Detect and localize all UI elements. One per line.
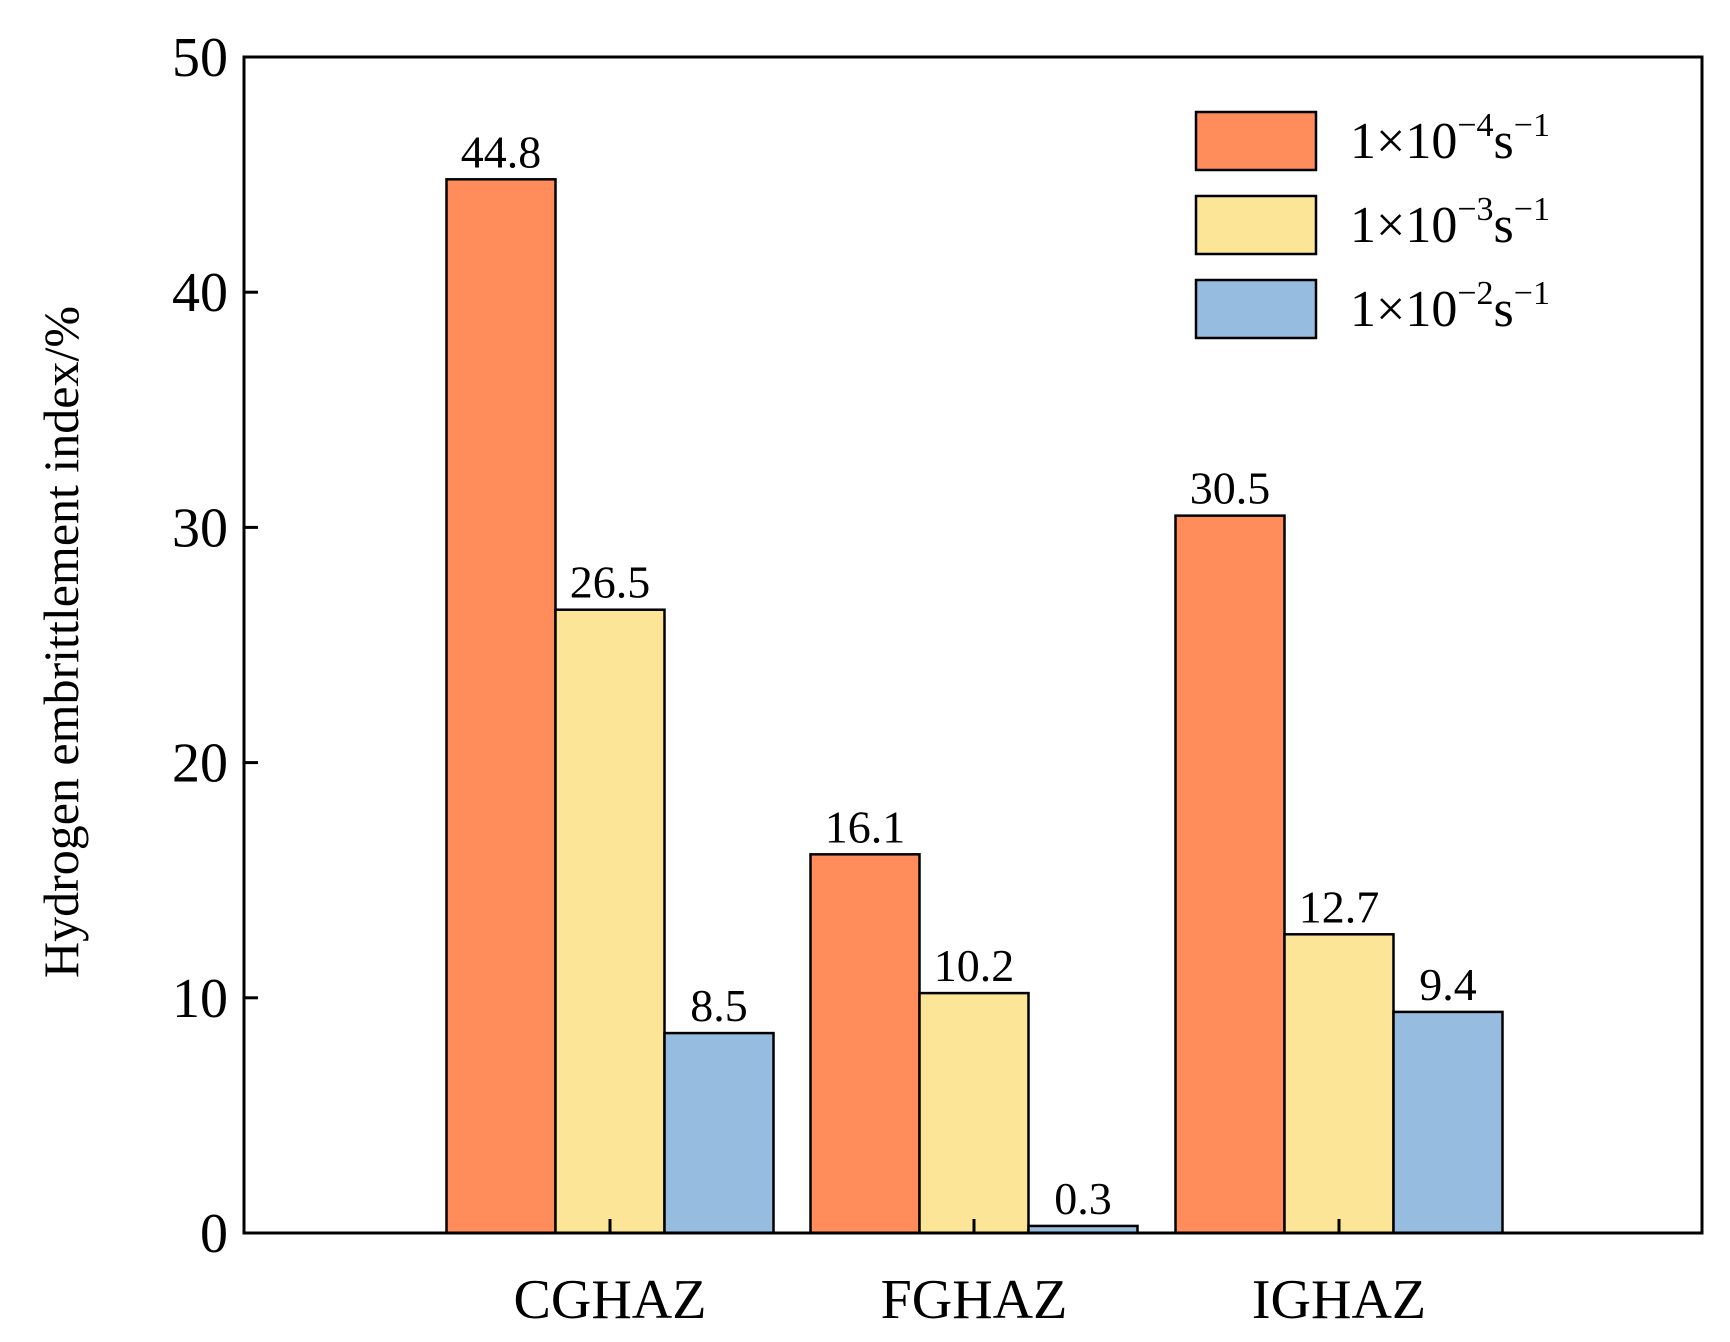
legend-entry-label: 1×10−2s−1 xyxy=(1350,275,1550,338)
value-labels: 44.8 26.5 8.5 16.1 10.2 0.3 30.5 12.7 9.4 xyxy=(461,126,1477,1224)
y-tick-label: 20 xyxy=(172,733,228,795)
bar-cghaz-series-3 xyxy=(663,1031,775,1235)
legend-swatch xyxy=(1194,194,1318,256)
data-label: 16.1 xyxy=(825,801,906,852)
data-label: 10.2 xyxy=(934,940,1015,991)
legend-swatch xyxy=(1194,110,1318,172)
legend: 1×10−4s−1 1×10−3s−1 1×10−2s−1 xyxy=(1194,107,1550,340)
data-label: 12.7 xyxy=(1299,881,1380,932)
bar-fghaz-series-2 xyxy=(918,991,1030,1235)
data-label: 0.3 xyxy=(1054,1173,1112,1224)
x-tick-label: CGHAZ xyxy=(514,1269,707,1331)
data-label: 26.5 xyxy=(570,557,651,608)
bars xyxy=(445,178,1504,1235)
data-label: 30.5 xyxy=(1190,463,1271,514)
legend-swatch xyxy=(1194,278,1318,340)
bar-fghaz-series-1 xyxy=(809,853,921,1235)
legend-entry-label: 1×10−4s−1 xyxy=(1350,107,1550,170)
y-axis-ticks: 0 10 20 30 40 50 xyxy=(172,27,258,1265)
y-tick-label: 40 xyxy=(172,262,228,324)
data-label: 8.5 xyxy=(690,980,748,1031)
bar-ighaz-series-2 xyxy=(1283,933,1395,1235)
y-axis-label: Hydrogen embrittlement index/% xyxy=(33,306,89,978)
bar-cghaz-series-1 xyxy=(445,178,557,1235)
bar-ighaz-series-3 xyxy=(1392,1010,1504,1235)
y-tick-label: 50 xyxy=(172,27,228,89)
legend-entry-label: 1×10−3s−1 xyxy=(1350,191,1550,254)
y-tick-label: 30 xyxy=(172,497,228,559)
y-tick-label: 0 xyxy=(200,1203,228,1265)
bar-cghaz-series-2 xyxy=(554,608,666,1235)
data-label: 9.4 xyxy=(1419,959,1477,1010)
y-tick-label: 10 xyxy=(172,968,228,1030)
data-label: 44.8 xyxy=(461,126,542,177)
x-tick-label: FGHAZ xyxy=(881,1269,1068,1331)
x-tick-label: IGHAZ xyxy=(1252,1269,1426,1331)
bar-ighaz-series-1 xyxy=(1174,514,1286,1235)
x-axis-ticks: CGHAZ FGHAZ IGHAZ xyxy=(514,1219,1426,1331)
